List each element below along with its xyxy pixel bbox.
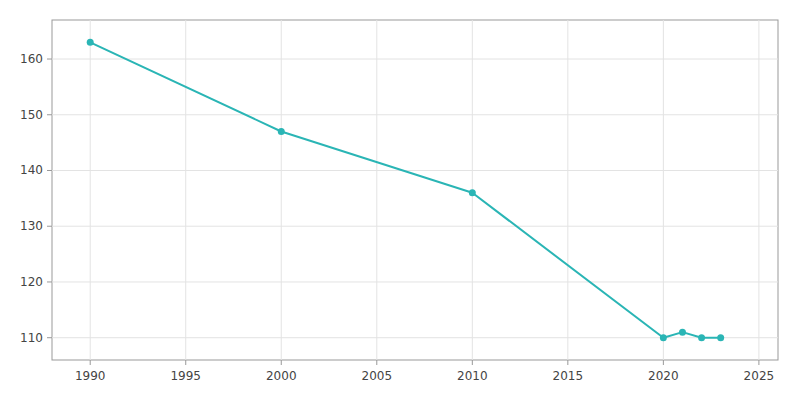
point [698,334,705,341]
x-tick-label: 2005 [362,369,393,383]
x-grid-line [758,20,759,360]
y-tick [47,226,52,227]
y-tick [47,337,52,338]
x-grid-line [567,20,568,360]
x-tick [90,360,91,365]
y-grid-line [52,114,778,115]
y-grid-line [52,170,778,171]
x-tick-label: 2020 [648,369,679,383]
point [660,334,667,341]
chart-svg: 1990 1995 2000 2005 2010 2015 2020 2025 110 120 13… [0,0,800,400]
x-tick [185,360,186,365]
point [679,329,686,336]
x-tick [376,360,377,365]
x-tick [567,360,568,365]
y-tick-label: 130 [20,219,43,233]
point [469,189,476,196]
x-tick-label: 2015 [553,369,584,383]
chart-container: 1990 1995 2000 2005 2010 2015 2020 2025 110 120 13… [0,0,800,400]
point [87,39,94,46]
axes: 1990 1995 2000 2005 2010 2015 2020 2025 110 120 13… [20,52,774,383]
grid [52,20,778,360]
plot-frame [52,20,778,360]
x-tick [663,360,664,365]
x-grid-line [185,20,186,360]
y-tick [47,170,52,171]
y-tick-label: 120 [20,275,43,289]
y-grid-line [52,281,778,282]
data-layer [87,39,724,341]
x-grid-line [281,20,282,360]
x-tick [472,360,473,365]
y-tick-label: 150 [20,108,43,122]
x-tick-label: 1995 [170,369,201,383]
y-tick [47,114,52,115]
x-tick-label: 2010 [457,369,488,383]
x-tick-label: 2000 [266,369,297,383]
x-tick-label: 2025 [744,369,775,383]
x-grid-line [663,20,664,360]
x-tick-label: 1990 [75,369,106,383]
y-tick-label: 160 [20,52,43,66]
y-tick-label: 140 [20,163,43,177]
y-tick-label: 110 [20,331,43,345]
line [90,42,720,337]
x-tick [758,360,759,365]
x-tick [281,360,282,365]
y-tick [47,281,52,282]
x-grid-line [90,20,91,360]
y-grid-line [52,226,778,227]
y-grid-line [52,337,778,338]
point [278,128,285,135]
y-grid-line [52,59,778,60]
point [717,334,724,341]
x-grid-line [376,20,377,360]
y-tick [47,59,52,60]
